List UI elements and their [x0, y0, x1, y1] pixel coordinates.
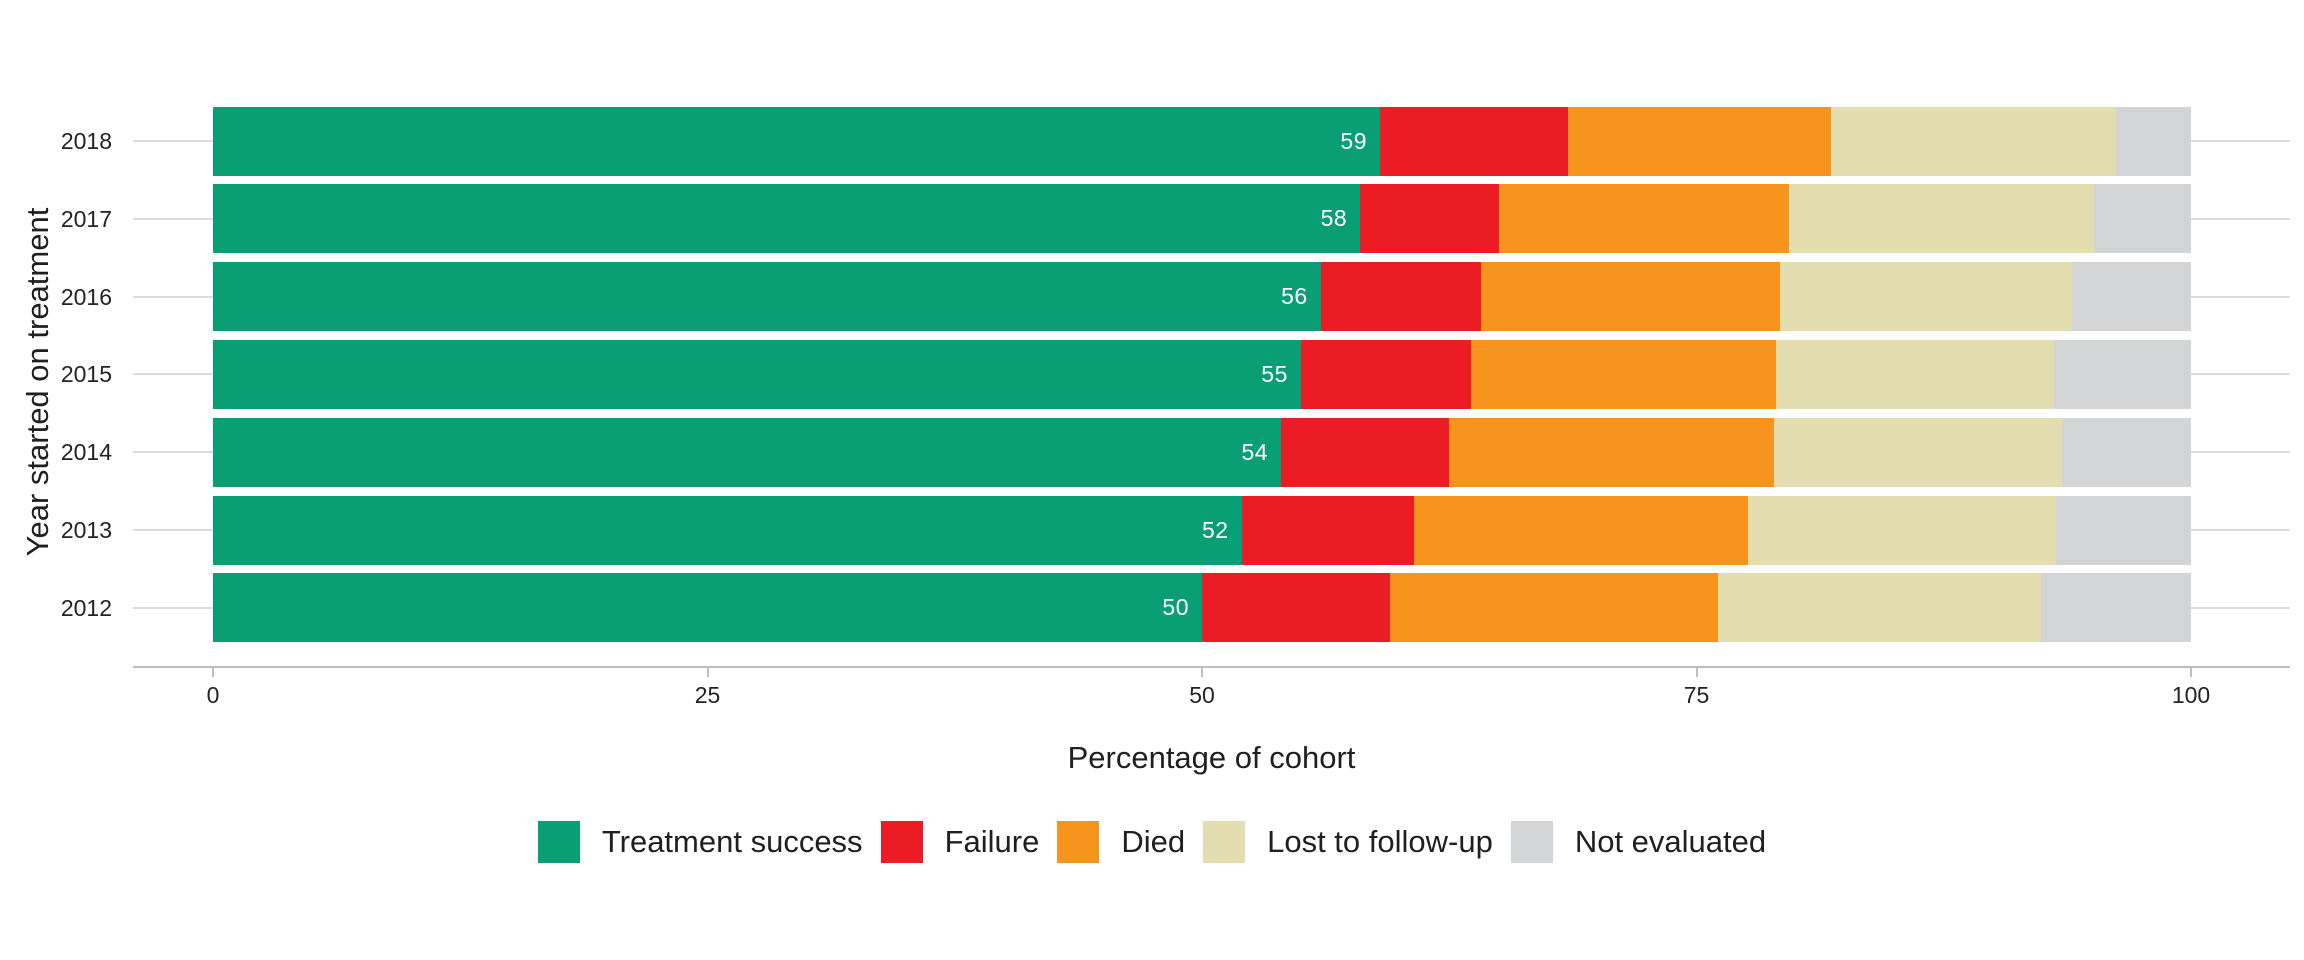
- x-tick-mark-0: [212, 668, 214, 677]
- bar-row-2012: 50: [213, 573, 2191, 643]
- plot-panel: 59 58 56 55 54 52 50 0 25 50 75 100: [133, 97, 2290, 708]
- legend-label-lost-to-follow-up: Lost to follow-up: [1267, 824, 1493, 859]
- segment-not-evaluated-2018: [2115, 106, 2191, 176]
- legend-label-died: Died: [1121, 824, 1186, 859]
- x-tick-mark-25: [706, 668, 709, 677]
- legend-label-not-evaluated: Not evaluated: [1574, 824, 1767, 859]
- legend-swatch-treatment-success: [537, 821, 580, 863]
- segment-lost-to-follow-up-2018: [1830, 106, 2116, 176]
- legend-swatch-lost-to-follow-up: [1203, 821, 1246, 863]
- segment-treatment-success-2015: 55: [213, 339, 1301, 409]
- bar-value-label-2012: 50: [1162, 594, 1189, 621]
- bar-row-2016: 56: [213, 262, 2191, 332]
- bar-row-2017: 58: [213, 184, 2191, 254]
- segment-lost-to-follow-up-2015: [1775, 339, 2055, 409]
- x-tick-label-100: 100: [2171, 682, 2211, 708]
- y-axis-label-2015: 2015: [60, 361, 112, 388]
- segment-died-2013: [1413, 495, 1748, 565]
- x-tick-mark-50: [1201, 668, 1203, 677]
- segment-failure-2012: [1202, 573, 1390, 643]
- segment-lost-to-follow-up-2014: [1773, 417, 2063, 487]
- segment-treatment-success-2018: 59: [213, 106, 1381, 176]
- segment-not-evaluated-2015: [2054, 339, 2191, 409]
- legend-swatch-not-evaluated: [1510, 821, 1553, 863]
- segment-failure-2016: [1320, 262, 1481, 332]
- segment-lost-to-follow-up-2016: [1779, 262, 2073, 332]
- segment-failure-2018: [1380, 106, 1568, 176]
- segment-failure-2014: [1281, 417, 1450, 487]
- legend-item-failure: Failure: [880, 821, 1040, 863]
- bar-row-2018: 59: [213, 106, 2191, 176]
- segment-not-evaluated-2012: [2040, 573, 2191, 643]
- segment-lost-to-follow-up-2017: [1789, 184, 2095, 254]
- x-tick-label-0: 0: [206, 682, 220, 708]
- segment-not-evaluated-2017: [2094, 184, 2191, 254]
- segment-not-evaluated-2016: [2072, 262, 2191, 332]
- segment-died-2012: [1389, 573, 1719, 643]
- y-axis-label-2017: 2017: [60, 205, 112, 232]
- y-axis-label-2018: 2018: [60, 128, 112, 154]
- legend: Treatment success Failure Died Lost to foll…: [0, 821, 2304, 863]
- segment-treatment-success-2012: 50: [213, 573, 1202, 643]
- segment-died-2014: [1449, 417, 1774, 487]
- segment-failure-2013: [1241, 495, 1414, 565]
- legend-item-not-evaluated: Not evaluated: [1510, 821, 1767, 863]
- legend-item-treatment-success: Treatment success: [537, 821, 863, 863]
- legend-label-failure: Failure: [944, 824, 1040, 859]
- segment-lost-to-follow-up-2013: [1747, 495, 2057, 565]
- bar-value-label-2014: 54: [1241, 438, 1269, 465]
- bar-value-label-2016: 56: [1281, 283, 1308, 310]
- segment-died-2017: [1498, 184, 1790, 254]
- bar-row-2014: 54: [213, 417, 2191, 487]
- x-axis-title: Percentage of cohort: [1067, 740, 1356, 775]
- segment-died-2015: [1470, 339, 1776, 409]
- y-axis-label-2014: 2014: [60, 439, 112, 466]
- bar-row-2015: 55: [213, 339, 2191, 409]
- bar-row-2013: 52: [213, 495, 2191, 565]
- legend-label-treatment-success: Treatment success: [601, 824, 863, 859]
- segment-failure-2017: [1360, 184, 1499, 254]
- legend-item-died: Died: [1057, 821, 1185, 863]
- bar-value-label-2013: 52: [1201, 516, 1229, 543]
- segment-died-2016: [1480, 262, 1780, 332]
- segment-failure-2015: [1300, 339, 1471, 409]
- segment-lost-to-follow-up-2012: [1718, 573, 2041, 643]
- segment-died-2018: [1567, 106, 1831, 176]
- segment-treatment-success-2016: 56: [213, 262, 1321, 332]
- x-tick-mark-100: [2190, 668, 2192, 677]
- bar-value-label-2018: 59: [1340, 127, 1368, 154]
- x-axis-line: [133, 666, 2290, 668]
- segment-treatment-success-2013: 52: [213, 495, 1242, 565]
- segment-treatment-success-2014: 54: [213, 417, 1282, 487]
- segment-treatment-success-2017: 58: [213, 184, 1361, 254]
- y-axis-label-2013: 2013: [60, 517, 112, 544]
- bar-value-label-2017: 58: [1320, 205, 1348, 232]
- y-axis-label-2016: 2016: [60, 283, 112, 310]
- x-tick-label-50: 50: [1189, 682, 1215, 708]
- x-tick-mark-75: [1695, 668, 1698, 677]
- y-axis-label-2012: 2012: [60, 594, 112, 621]
- legend-swatch-failure: [880, 821, 923, 863]
- bar-value-label-2015: 55: [1261, 360, 1288, 387]
- legend-item-lost-to-follow-up: Lost to follow-up: [1203, 821, 1493, 863]
- legend-swatch-died: [1057, 821, 1100, 863]
- x-tick-label-75: 75: [1683, 682, 1710, 708]
- segment-not-evaluated-2013: [2056, 495, 2191, 565]
- segment-not-evaluated-2014: [2062, 417, 2191, 487]
- x-tick-label-25: 25: [694, 682, 721, 708]
